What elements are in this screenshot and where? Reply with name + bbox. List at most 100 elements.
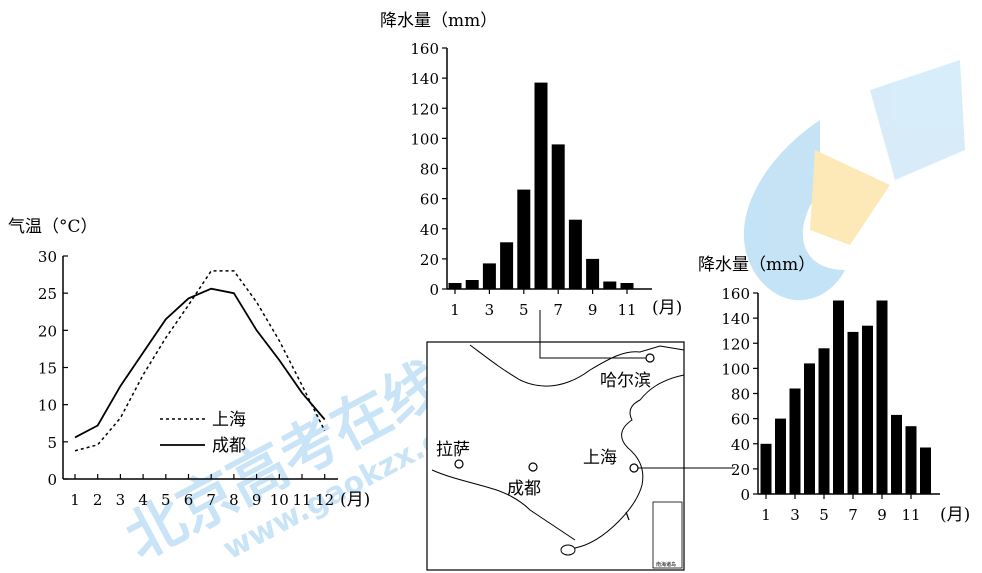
temp-x-tick-label: 2 bbox=[93, 491, 103, 509]
city-label-shanghai: 上海 bbox=[583, 448, 617, 468]
harbin-bar bbox=[517, 189, 531, 289]
harbin-y-tick-label: 80 bbox=[420, 161, 439, 179]
shanghai-y-tick-label: 120 bbox=[721, 335, 750, 353]
harbin-bar bbox=[534, 82, 548, 289]
china-map: 南海诸岛 哈尔滨 拉萨 成都 上海 bbox=[426, 341, 685, 571]
harbin-y-tick-label: 20 bbox=[420, 251, 439, 269]
temp-line-shanghai bbox=[74, 270, 326, 452]
shanghai-x-tick-label: 3 bbox=[790, 506, 800, 524]
shanghai-x-tick-label: 9 bbox=[877, 506, 887, 524]
harbin-xlabel: (月) bbox=[652, 298, 682, 318]
city-label-harbin: 哈尔滨 bbox=[600, 371, 651, 391]
shanghai-y-tick-label: 0 bbox=[740, 486, 750, 504]
shanghai-bar bbox=[818, 348, 830, 494]
temp-x-tick-label: 5 bbox=[161, 491, 171, 509]
shanghai-y-tick-label: 140 bbox=[721, 310, 750, 328]
shanghai-bar bbox=[789, 388, 801, 494]
map-north-border bbox=[469, 344, 685, 387]
harbin-bar bbox=[568, 219, 582, 289]
harbin-x-ticks: 1 3 5 7 9 11 bbox=[450, 289, 637, 319]
shanghai-bar bbox=[833, 300, 844, 494]
shanghai-x-tick-label: 7 bbox=[848, 506, 858, 524]
legend-label-shanghai: 上海 bbox=[212, 410, 246, 430]
harbin-bar bbox=[448, 283, 462, 289]
city-label-chengdu: 成都 bbox=[507, 479, 541, 499]
shanghai-bar bbox=[862, 325, 873, 494]
harbin-y-tick-label: 120 bbox=[410, 100, 439, 118]
harbin-y-tick-label: 140 bbox=[410, 70, 439, 88]
harbin-bar bbox=[465, 280, 479, 289]
city-marker-chengdu bbox=[528, 462, 538, 472]
temp-y-tick-label: 30 bbox=[38, 248, 57, 266]
shanghai-bar bbox=[847, 331, 859, 494]
harbin-bar bbox=[603, 281, 617, 289]
temp-ylabel: 气温（°C） bbox=[8, 217, 98, 237]
temp-series bbox=[74, 270, 326, 452]
harbin-bar bbox=[586, 258, 600, 289]
harbin-x-tick-label: 1 bbox=[450, 301, 460, 319]
temp-y-tick-label: 0 bbox=[47, 471, 57, 489]
map-coastline bbox=[574, 374, 685, 549]
shanghai-y-tick-label: 160 bbox=[721, 285, 750, 303]
harbin-y-tick-label: 100 bbox=[410, 130, 439, 148]
map-inset-frame bbox=[652, 501, 683, 569]
temp-x-tick-label: 6 bbox=[184, 491, 194, 509]
harbin-bar bbox=[482, 263, 496, 289]
shanghai-x-tick-label: 5 bbox=[819, 506, 829, 524]
harbin-ylabel: 降水量（mm） bbox=[380, 11, 497, 31]
shanghai-bar bbox=[876, 300, 888, 494]
temp-x-tick-label: 9 bbox=[252, 491, 262, 509]
harbin-x-tick-label: 11 bbox=[617, 301, 636, 319]
temp-x-tick-label: 7 bbox=[206, 491, 216, 509]
shanghai-bar bbox=[775, 418, 786, 494]
shanghai-y-ticks: 0 20 40 60 80 100 120 140 160 bbox=[721, 285, 758, 504]
shanghai-x-tick-label: 1 bbox=[761, 506, 771, 524]
harbin-x-tick-label: 9 bbox=[588, 301, 598, 319]
harbin-y-tick-label: 160 bbox=[410, 40, 439, 58]
map-south-border bbox=[431, 469, 576, 541]
harbin-connector bbox=[539, 310, 646, 359]
temp-x-tick-label: 1 bbox=[70, 491, 80, 509]
shanghai-x-ticks: 1 3 5 7 9 11 bbox=[761, 494, 921, 524]
temp-x-ticks: 1 2 3 4 5 6 7 8 9 10 11 12 bbox=[70, 474, 334, 509]
temp-x-tick-label: 3 bbox=[116, 491, 126, 509]
harbin-bar bbox=[620, 283, 634, 289]
temp-x-tick-label: 12 bbox=[315, 491, 334, 509]
shanghai-y-tick-label: 20 bbox=[731, 461, 750, 479]
harbin-y-tick-label: 40 bbox=[420, 221, 439, 239]
shanghai-bar bbox=[905, 426, 917, 494]
shanghai-bar bbox=[804, 363, 815, 494]
shanghai-x-tick-label: 11 bbox=[901, 506, 920, 524]
map-frame bbox=[426, 341, 685, 571]
shanghai-bar bbox=[760, 443, 772, 495]
map-inset-label: 南海诸岛 bbox=[656, 561, 676, 568]
harbin-x-tick-label: 3 bbox=[485, 301, 495, 319]
temp-line-chengdu bbox=[74, 287, 326, 439]
shanghai-y-tick-label: 80 bbox=[731, 386, 750, 404]
shanghai-y-tick-label: 40 bbox=[731, 436, 750, 454]
city-marker-harbin bbox=[645, 353, 655, 363]
temp-x-tick-label: 4 bbox=[138, 491, 148, 509]
temp-y-tick-label: 15 bbox=[38, 360, 57, 378]
temp-y-tick-label: 10 bbox=[38, 397, 57, 415]
temp-xlabel: (月) bbox=[340, 490, 370, 510]
harbin-bar bbox=[500, 242, 514, 289]
temp-legend: 上海 成都 bbox=[160, 410, 246, 456]
harbin-x-tick-label: 7 bbox=[553, 301, 563, 319]
watermark-logo bbox=[743, 60, 965, 301]
shanghai-ylabel: 降水量（mm） bbox=[698, 255, 815, 275]
temp-y-tick-label: 20 bbox=[38, 322, 57, 340]
harbin-bar bbox=[551, 144, 565, 289]
temp-y-tick-label: 25 bbox=[38, 285, 57, 303]
city-marker-lhasa bbox=[454, 459, 464, 469]
shanghai-bars bbox=[760, 300, 931, 495]
temp-y-ticks: 0 5 10 15 20 25 30 bbox=[38, 248, 68, 489]
harbin-y-tick-label: 0 bbox=[429, 281, 439, 299]
harbin-y-ticks: 0 20 40 60 80 100 120 140 160 bbox=[410, 40, 447, 299]
city-marker-shanghai bbox=[629, 463, 639, 473]
city-label-lhasa: 拉萨 bbox=[436, 440, 470, 460]
